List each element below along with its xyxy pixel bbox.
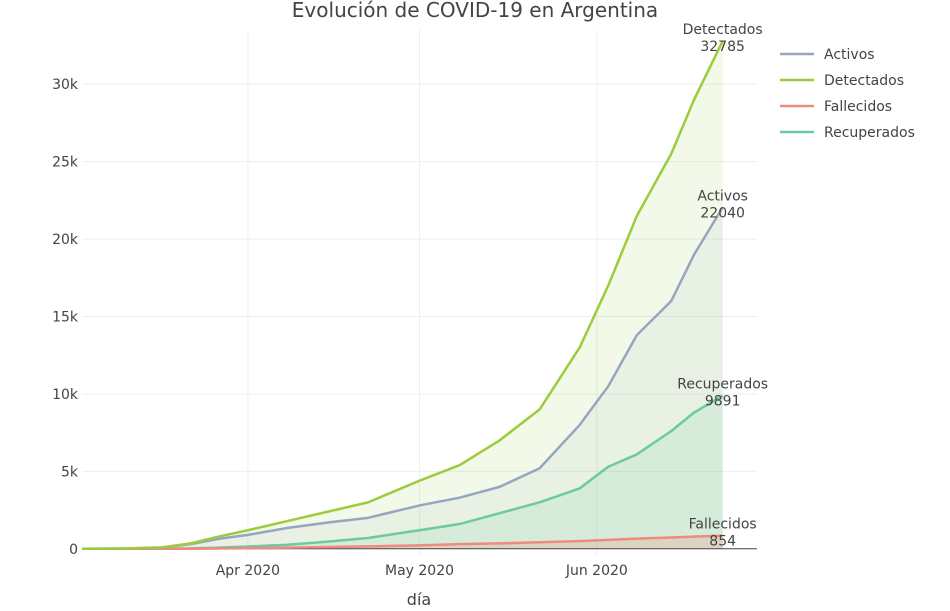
area-activos — [82, 207, 723, 549]
x-tick-label: May 2020 — [385, 563, 454, 579]
y-tick-label: 25k — [52, 155, 79, 171]
legend-label: Recuperados — [824, 125, 915, 141]
legend[interactable]: Activos Detectados Fallecidos Recuperados — [780, 47, 915, 141]
x-gridlines — [247, 30, 598, 555]
annotation-name: Activos — [697, 188, 748, 204]
x-tick-label: Jun 2020 — [565, 563, 628, 579]
y-tick-label: 10k — [52, 387, 79, 403]
legend-item-recuperados[interactable]: Recuperados — [780, 125, 915, 141]
y-tick-label: 15k — [52, 310, 79, 326]
line-detectados[interactable] — [81, 40, 724, 551]
y-tick-label: 5k — [61, 464, 79, 480]
y-tick-label: 30k — [52, 77, 79, 93]
y-tick-labels: 0 5k 10k 15k 20k 25k 30k — [52, 77, 79, 558]
legend-item-fallecidos[interactable]: Fallecidos — [780, 99, 892, 115]
annotation-name: Detectados — [683, 22, 763, 38]
chart-title: Evolución de COVID-19 en Argentina — [292, 0, 658, 22]
area-detectados — [82, 41, 723, 549]
annotation-value: 22040 — [700, 205, 745, 221]
legend-label: Fallecidos — [824, 99, 892, 115]
y-gridlines — [82, 83, 757, 472]
x-tick-label: Apr 2020 — [216, 563, 280, 579]
annotation-value: 32785 — [700, 39, 745, 55]
annotation-name: Fallecidos — [689, 517, 757, 533]
x-tick-labels: Apr 2020 May 2020 Jun 2020 — [216, 563, 628, 579]
legend-item-detectados[interactable]: Detectados — [780, 73, 904, 89]
series-lines — [81, 40, 724, 551]
x-axis-title: día — [407, 590, 431, 609]
area-recuperados — [82, 395, 723, 549]
y-tick-label: 0 — [69, 542, 78, 558]
legend-label: Detectados — [824, 73, 904, 89]
legend-item-activos[interactable]: Activos — [780, 47, 875, 63]
area-fallecidos — [82, 535, 723, 549]
line-fallecidos[interactable] — [82, 534, 723, 551]
annotation-name: Recuperados — [677, 377, 768, 393]
y-tick-label: 20k — [52, 232, 79, 248]
annotation-value: 9891 — [705, 394, 741, 410]
annotation-value: 854 — [709, 534, 736, 550]
legend-label: Activos — [824, 47, 875, 63]
area-fills — [82, 41, 723, 549]
